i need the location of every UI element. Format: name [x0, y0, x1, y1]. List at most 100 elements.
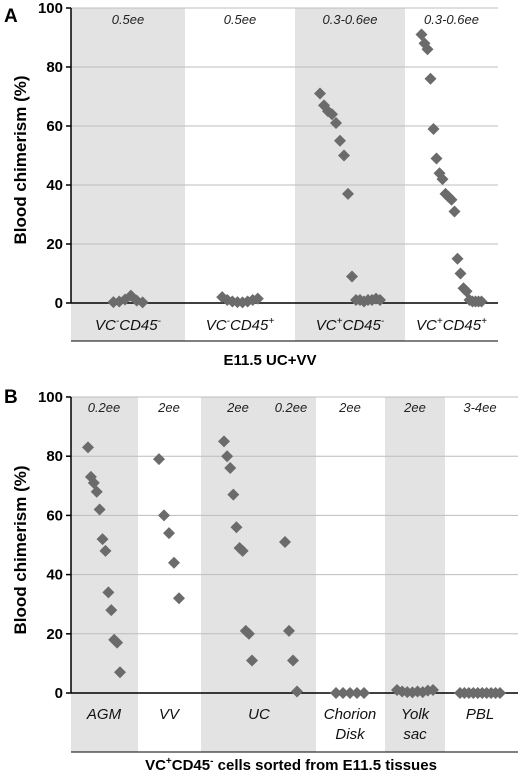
panel-a-data-point	[338, 149, 350, 162]
panel-b-data-point	[224, 462, 237, 475]
panel-a-data-point	[334, 134, 346, 147]
panel-a-y-axis-label: Blood chimerism (%)	[11, 75, 30, 244]
panel-a-label-shade-2	[295, 303, 405, 341]
panel-a-shade-0	[71, 8, 185, 303]
panel-b-data-point	[246, 654, 258, 667]
panel-b-category-label: Disk	[335, 726, 366, 743]
panel-a-category-label: VC-CD45-	[95, 316, 162, 334]
panel-a-category-label: VC-CD45+	[206, 316, 275, 334]
panel-b-tick-label: 60	[46, 507, 63, 524]
panel-a-data-point	[448, 205, 461, 218]
panel-b-data-point	[344, 687, 356, 699]
panel-a-data-point	[314, 87, 326, 100]
panel-b-data-point	[283, 624, 295, 637]
panel-b-data-point	[173, 592, 185, 605]
panel-b-data-point	[82, 441, 94, 454]
panel-a-data-point	[445, 193, 458, 206]
panel-a-label-shade-0	[71, 303, 185, 341]
panel-a-annotation: 0.3-0.6ee	[424, 12, 479, 27]
panel-b-data-point	[287, 654, 299, 667]
panel-a-annotation: 0.5ee	[224, 12, 257, 27]
panel-a-plot: 0 20 40 60 80 100 0.5ee VC-CD45- 0.5ee VC-CD45+ 0.…	[38, 0, 498, 342]
panel-b-plot: 0 20 40 60 80 100 0.2ee 2ee 2ee 0.2ee 2ee 2ee 3-4ee A…	[38, 389, 518, 772]
panel-b-data-point	[227, 488, 240, 501]
panel-a-letter: A	[4, 6, 18, 27]
panel-a-annotation: 0.5ee	[112, 12, 145, 27]
panel-a-data-point	[451, 252, 464, 265]
panel-b-data-point	[291, 685, 303, 698]
panel-b-category-label: Chorion	[324, 706, 377, 723]
panel-b-annotation: 2ee	[338, 400, 361, 415]
panel-a-tick-label: 60	[46, 118, 63, 135]
panel-b-category-label: sac	[403, 726, 427, 743]
panel-b-data-point	[242, 627, 255, 640]
panel-b-letter: B	[4, 387, 18, 408]
panel-b-category-label: PBL	[466, 706, 494, 723]
panel-b-tick-label: 20	[46, 626, 63, 643]
panel-a-data-point	[436, 173, 449, 186]
panel-b-data-point	[102, 586, 115, 599]
panel-a-data-point	[374, 294, 386, 307]
panel-b-data-point	[153, 453, 165, 466]
panel-b-data-point	[230, 521, 243, 534]
panel-a-annotation: 0.3-0.6ee	[323, 12, 378, 27]
panel-b-category-label: AGM	[86, 706, 122, 723]
panel-a-data-point	[421, 43, 434, 56]
panel-b-annotation: 0.2ee	[275, 400, 308, 415]
panel-b-annotation: 0.2ee	[88, 400, 121, 415]
panel-a-tick-label: 20	[46, 236, 63, 253]
panel-b-x-axis-label: VC+CD45- cells sorted from E11.5 tissues	[145, 756, 437, 772]
panel-b-category-label: Yolk	[401, 706, 431, 723]
panel-b-data-point	[337, 687, 349, 699]
panel-a-data-point	[454, 267, 467, 280]
panel-b-tick-label: 100	[38, 389, 63, 406]
panel-b-data-point	[427, 684, 439, 697]
panel-a-data-point	[430, 152, 443, 165]
panel-a-tick-label: 0	[55, 295, 63, 312]
panel-a-data-point	[246, 294, 259, 307]
panel-b-data-point	[90, 485, 103, 498]
panel-b-data-point	[96, 533, 109, 546]
panel-a-data-point	[346, 270, 358, 283]
panel-a-tick-label: 100	[38, 0, 63, 17]
panel-a-tick-label: 80	[46, 59, 63, 76]
panel-b-data-point	[236, 544, 249, 557]
panel-b-data-point	[99, 544, 112, 557]
panel-b-tick-label: 80	[46, 448, 63, 465]
panel-b-data-point	[93, 503, 106, 516]
panel-b-data-point	[358, 687, 370, 699]
panel-a-data-point	[251, 292, 264, 305]
panel-a-data-point	[326, 108, 338, 121]
panel-b-tick-label: 40	[46, 567, 63, 584]
panel-a-data-point	[475, 295, 488, 308]
panel-a-x-axis-label: E11.5 UC+VV	[224, 352, 317, 369]
panel-b-data-point	[168, 556, 180, 569]
panel-b-data-point	[351, 687, 363, 699]
panel-b-data-point	[114, 666, 126, 679]
panel-b-category-label: VV	[159, 706, 181, 723]
panel-b-data-point	[221, 450, 234, 463]
panel-b-y-axis-label: Blood chimerism (%)	[11, 465, 30, 634]
panel-a-data-point	[136, 296, 149, 309]
panel-b-annotation: 2ee	[157, 400, 180, 415]
panel-b-category-label: UC	[248, 706, 270, 723]
panel-a-category-label: VC+CD45+	[416, 316, 487, 334]
panel-b-data-point	[279, 536, 291, 549]
panel-b-tick-label: 0	[55, 685, 63, 702]
panel-b-annotation: 2ee	[403, 400, 426, 415]
panel-b-data-point	[105, 604, 118, 617]
panel-a-data-point	[342, 187, 354, 200]
panel-b-data-point	[158, 509, 170, 522]
panel-a-category-label: VC+CD45-	[316, 316, 385, 334]
panel-a-tick-label: 40	[46, 177, 63, 194]
panel-a-data-point	[424, 72, 437, 85]
panel-a-data-point	[427, 122, 440, 135]
panel-b-data-point	[218, 435, 230, 448]
panel-b-annotation: 3-4ee	[463, 400, 496, 415]
panel-a-data-point	[330, 117, 342, 130]
panel-b-data-point	[330, 687, 342, 699]
panel-b-data-point	[494, 687, 506, 699]
panel-b-data-point	[163, 527, 175, 540]
panel-b-annotation: 2ee	[226, 400, 249, 415]
